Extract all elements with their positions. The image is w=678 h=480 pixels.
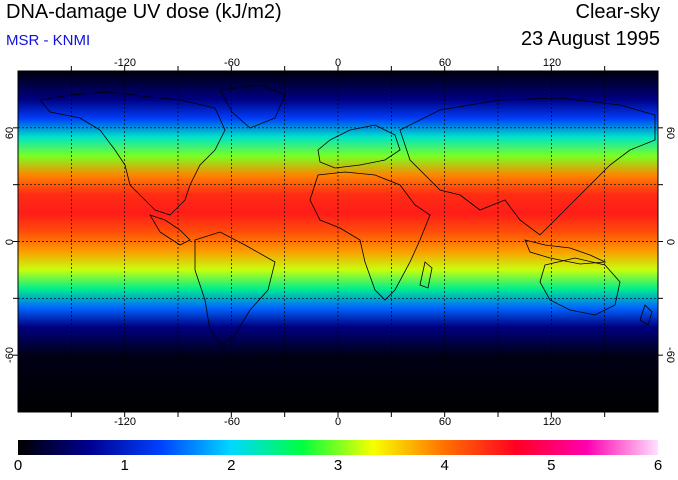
coastlines — [39, 84, 656, 346]
lat-tick-label-right: -60 — [664, 347, 676, 363]
colorbar-tick-label: 1 — [120, 457, 129, 474]
tick-marks — [13, 66, 663, 417]
madagascar-coastline — [419, 261, 433, 289]
graticule — [18, 71, 658, 412]
lon-tick-label-bottom: -60 — [224, 416, 240, 428]
lon-tick-label-top: -60 — [224, 57, 240, 69]
lon-tick-label-bottom: -120 — [113, 416, 137, 428]
lon-tick-label-top: 120 — [542, 57, 562, 69]
lat-tick-label-left: 60 — [4, 126, 16, 140]
indonesia-coastline — [524, 239, 607, 265]
colorbar-tick-label: 2 — [227, 457, 236, 474]
asia-coastline — [399, 97, 656, 236]
north-america-coastline — [39, 91, 226, 216]
greenland-coastline — [219, 84, 286, 129]
lat-tick-label-right: 60 — [664, 126, 676, 140]
lon-tick-label-top: -120 — [113, 57, 137, 69]
colorbar-tick-label: 3 — [333, 457, 343, 474]
australia-coastline — [539, 257, 621, 316]
lat-tick-label-left: 0 — [4, 238, 16, 246]
colorbar — [18, 440, 658, 455]
map-title: DNA-damage UV dose (kJ/m2) — [6, 1, 282, 23]
map-subtitle: MSR - KNMI — [6, 32, 91, 49]
africa-coastline — [309, 171, 431, 301]
lon-tick-label-bottom: 0 — [334, 416, 342, 428]
lon-tick-label-top: 0 — [334, 57, 342, 69]
colorbar-tick-label: 6 — [653, 457, 663, 474]
colorbar-tick-label: 5 — [547, 457, 556, 474]
lat-tick-label-left: -60 — [4, 347, 16, 363]
lon-tick-label-bottom: 120 — [542, 416, 562, 428]
colorbar-tick-label: 0 — [13, 457, 23, 474]
lat-tick-label-right: 0 — [664, 238, 676, 246]
europe-coastline — [317, 124, 401, 169]
colorbar-tick-label: 4 — [440, 457, 449, 474]
lon-tick-label-bottom: 60 — [438, 416, 452, 428]
lon-tick-label-top: 60 — [438, 57, 452, 69]
central-america-coastline — [149, 214, 191, 246]
south-america-coastline — [194, 231, 276, 346]
map-date: 23 August 1995 — [520, 28, 660, 50]
sky-condition: Clear-sky — [575, 1, 660, 23]
new-zealand-coastline — [639, 304, 653, 326]
